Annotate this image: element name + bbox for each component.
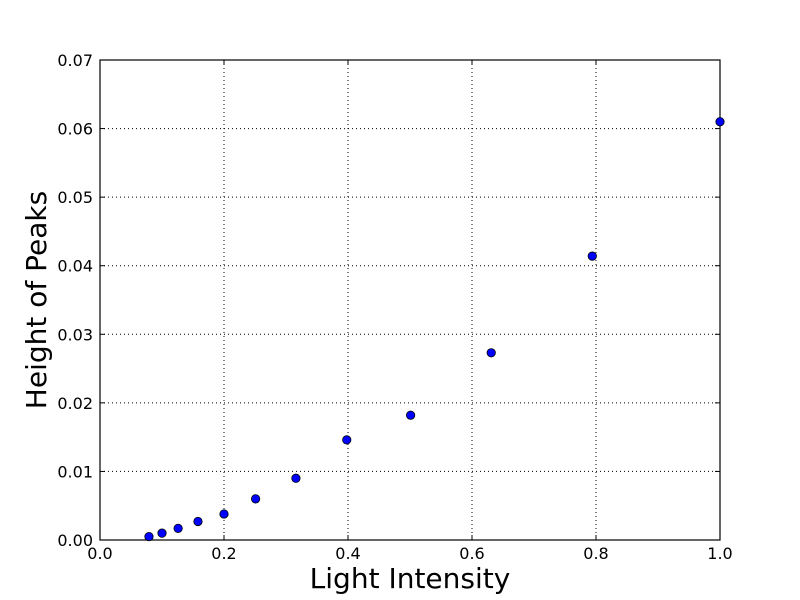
y-tick-label: 0.01 xyxy=(57,462,93,481)
data-points xyxy=(144,117,725,542)
y-tick-label: 0.07 xyxy=(57,51,93,70)
data-point xyxy=(342,435,352,445)
axis-ticks xyxy=(99,59,721,541)
data-point xyxy=(291,473,301,483)
y-tick-label: 0.00 xyxy=(57,531,93,550)
y-axis-label: Height of Peaks xyxy=(20,191,53,409)
data-point xyxy=(486,348,496,358)
y-tick-labels: 0.00 0.01 0.02 0.03 0.04 0.05 0.06 0.07 xyxy=(57,51,93,550)
x-tick-label: 0.2 xyxy=(211,544,236,563)
data-point xyxy=(715,117,725,127)
x-tick-label: 0.4 xyxy=(335,544,360,563)
x-tick-label: 0.8 xyxy=(583,544,608,563)
x-tick-label: 1.0 xyxy=(707,544,732,563)
data-point xyxy=(157,528,167,538)
data-point xyxy=(173,523,183,533)
data-point xyxy=(144,531,154,542)
y-tick-label: 0.05 xyxy=(57,188,93,207)
x-tick-labels: 0.0 0.2 0.4 0.6 0.8 1.0 xyxy=(87,544,732,563)
x-tick-label: 0.6 xyxy=(459,544,484,563)
data-point xyxy=(251,494,261,504)
data-point xyxy=(587,251,597,261)
y-tick-label: 0.02 xyxy=(57,394,93,413)
y-tick-label: 0.06 xyxy=(57,120,93,139)
data-point xyxy=(406,410,416,420)
y-tick-label: 0.03 xyxy=(57,325,93,344)
data-point xyxy=(193,516,203,527)
x-tick-label: 0.0 xyxy=(87,544,112,563)
y-tick-label: 0.04 xyxy=(57,257,93,276)
data-point xyxy=(219,509,229,519)
x-axis-label: Light Intensity xyxy=(310,562,511,595)
plot-frame xyxy=(99,59,721,541)
grid xyxy=(99,59,721,541)
